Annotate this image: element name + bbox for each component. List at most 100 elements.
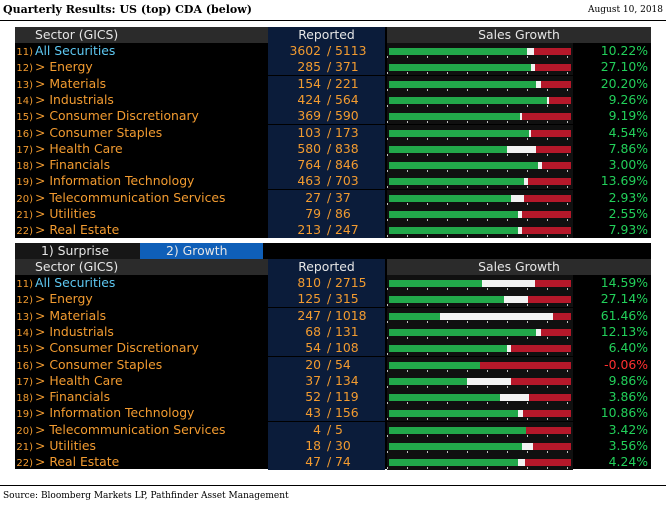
sector-label[interactable]: > Telecommunication Services [35, 189, 226, 205]
sector-label[interactable]: > Materials [35, 307, 107, 323]
growth-bar-green [389, 194, 511, 202]
table-row[interactable]: 13) > Materials 247 /1018 61.46% [15, 307, 651, 324]
sector-label[interactable]: > Health Care [35, 140, 123, 156]
table-row[interactable]: 22) > Real Estate 213 /247 7.93% [15, 222, 651, 239]
growth-bar-white [482, 280, 535, 287]
reported-count: 4 [313, 421, 321, 437]
table-row[interactable]: 17) > Health Care 37 /134 9.86% [15, 372, 651, 389]
table-row[interactable]: 15) > Consumer Discretionary 369 /590 9.19% [15, 108, 651, 125]
sector-label[interactable]: All Securities [35, 275, 116, 290]
table-row[interactable]: 16) > Consumer Staples 20 /54 -0.06% [15, 356, 651, 373]
sector-cell[interactable]: 17) > Health Care [15, 373, 268, 389]
sector-cell[interactable]: 12) > Energy [15, 291, 268, 307]
sector-column-header[interactable]: Sector (GICS) [15, 259, 268, 275]
sector-cell[interactable]: 18) > Financials [15, 389, 268, 405]
sector-label[interactable]: > Materials [35, 75, 107, 91]
table-row[interactable]: 21) > Utilities 79 /86 2.55% [15, 206, 651, 222]
sector-label[interactable]: All Securities [35, 43, 116, 58]
sector-label[interactable]: > Telecommunication Services [35, 421, 226, 437]
growth-bar-red [511, 345, 571, 353]
table-row[interactable]: 19) > Information Technology 463 /703 13.69% [15, 173, 651, 190]
sector-cell[interactable]: 20) > Telecommunication Services [15, 422, 268, 438]
sector-label[interactable]: > Consumer Staples [35, 124, 163, 140]
sector-label[interactable]: > Utilities [35, 438, 96, 453]
growth-bar-white [507, 345, 511, 353]
growth-bar-red [522, 113, 571, 121]
table-row[interactable]: 13) > Materials 154 /221 20.20% [15, 75, 651, 92]
growth-bar-white [511, 194, 524, 202]
sector-label[interactable]: > Information Technology [35, 405, 195, 421]
table-row[interactable]: 19) > Information Technology 43 /156 10.86% [15, 405, 651, 422]
sector-label[interactable]: > Utilities [35, 206, 96, 221]
sector-cell[interactable]: 17) > Health Care [15, 141, 268, 157]
total-count: 5113 [335, 43, 367, 58]
tab-surprise[interactable]: 1) Surprise [15, 243, 140, 259]
sector-cell[interactable]: 13) > Materials [15, 308, 268, 324]
table-row[interactable]: 12) > Energy 285 /371 27.10% [15, 59, 651, 76]
sector-label[interactable]: > Industrials [35, 323, 114, 339]
table-row[interactable]: 15) > Consumer Discretionary 54 /108 6.40% [15, 340, 651, 357]
sector-label[interactable]: > Consumer Staples [35, 356, 163, 372]
table-row[interactable]: 21) > Utilities 18 /30 3.56% [15, 438, 651, 454]
row-number: 13) [16, 79, 33, 91]
sector-label[interactable]: > Industrials [35, 91, 114, 107]
growth-bar-white [538, 162, 542, 170]
growth-bar [389, 162, 571, 170]
sector-cell[interactable]: 13) > Materials [15, 76, 268, 92]
sector-label[interactable]: > Health Care [35, 372, 123, 388]
sector-cell[interactable]: 18) > Financials [15, 157, 268, 173]
sector-label[interactable]: > Real Estate [35, 454, 120, 470]
table-row[interactable]: 12) > Energy 125 /315 27.14% [15, 291, 651, 308]
sector-label[interactable]: > Information Technology [35, 173, 195, 189]
sector-cell[interactable]: 22) > Real Estate [15, 454, 268, 470]
sector-cell[interactable]: 14) > Industrials [15, 324, 268, 340]
table-row[interactable]: 11) All Securities 810 /2715 14.59% [15, 275, 651, 291]
reported-column-header[interactable]: Reported [268, 27, 385, 43]
sector-cell[interactable]: 15) > Consumer Discretionary [15, 340, 268, 356]
sector-cell[interactable]: 11) All Securities [15, 43, 268, 59]
reported-count: 125 [297, 291, 321, 307]
sales-growth-column-header[interactable]: Sales Growth [387, 259, 651, 275]
table-row[interactable]: 16) > Consumer Staples 103 /173 4.54% [15, 124, 651, 141]
sector-label[interactable]: > Financials [35, 389, 111, 405]
bar-tick-dots [387, 56, 573, 58]
reported-separator: / [327, 389, 332, 405]
sector-column-header[interactable]: Sector (GICS) [15, 27, 268, 43]
tab-growth[interactable]: 2) Growth [140, 243, 263, 259]
sector-cell[interactable]: 16) > Consumer Staples [15, 357, 268, 373]
sales-growth-column-header[interactable]: Sales Growth [387, 27, 651, 43]
sector-label[interactable]: > Financials [35, 157, 111, 173]
sector-label[interactable]: > Consumer Discretionary [35, 108, 199, 124]
sector-cell[interactable]: 22) > Real Estate [15, 222, 268, 238]
table-row[interactable]: 11) All Securities 3602 /5113 10.22% [15, 43, 651, 59]
sector-cell[interactable]: 11) All Securities [15, 275, 268, 291]
sector-label[interactable]: > Consumer Discretionary [35, 340, 199, 356]
reported-column-header[interactable]: Reported [268, 259, 385, 275]
sector-cell[interactable]: 19) > Information Technology [15, 173, 268, 189]
sector-cell[interactable]: 14) > Industrials [15, 92, 268, 108]
growth-bar-green [389, 312, 440, 320]
table-row[interactable]: 18) > Financials 764 /846 3.00% [15, 157, 651, 174]
table-row[interactable]: 20) > Telecommunication Services 4 /5 3.42% [15, 421, 651, 438]
sector-cell[interactable]: 20) > Telecommunication Services [15, 190, 268, 206]
reported-separator: / [327, 75, 332, 91]
sector-cell[interactable]: 16) > Consumer Staples [15, 125, 268, 141]
table-row[interactable]: 18) > Financials 52 /119 3.86% [15, 389, 651, 406]
table-row[interactable]: 14) > Industrials 68 /131 12.13% [15, 323, 651, 340]
sector-label[interactable]: > Real Estate [35, 222, 120, 238]
bar-tick-dots [387, 170, 573, 173]
table-row[interactable]: 14) > Industrials 424 /564 9.26% [15, 91, 651, 108]
sector-label[interactable]: > Energy [35, 59, 93, 75]
reported-separator: / [327, 189, 332, 205]
sector-cell[interactable]: 21) > Utilities [15, 206, 268, 222]
sector-cell[interactable]: 15) > Consumer Discretionary [15, 108, 268, 124]
growth-bar-red [535, 64, 571, 72]
sector-label[interactable]: > Energy [35, 291, 93, 307]
sector-cell[interactable]: 12) > Energy [15, 59, 268, 75]
growth-bar-cell [387, 43, 573, 59]
table-row[interactable]: 22) > Real Estate 47 /74 4.24% [15, 454, 651, 471]
sector-cell[interactable]: 21) > Utilities [15, 438, 268, 454]
table-row[interactable]: 17) > Health Care 580 /838 7.86% [15, 140, 651, 157]
table-row[interactable]: 20) > Telecommunication Services 27 /37 2.93… [15, 189, 651, 206]
sector-cell[interactable]: 19) > Information Technology [15, 405, 268, 421]
